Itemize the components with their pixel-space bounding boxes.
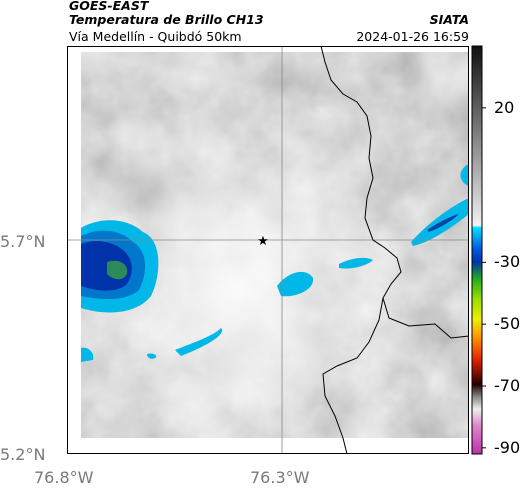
product-title: Temperatura de Brillo CH13 <box>69 12 264 27</box>
map-frame <box>67 46 469 454</box>
star-icon: ★ <box>257 234 269 249</box>
cold-cloud-west <box>81 220 159 313</box>
datetime-label: 2024-01-26 16:59 <box>356 29 469 44</box>
x-tick-76-8: 76.8°W <box>34 468 94 487</box>
y-tick-5-2: 5.2°N <box>0 445 46 464</box>
cold-cloud-edge <box>460 164 469 186</box>
region-label: Vía Medellín - Quibdó 50km <box>69 29 242 44</box>
cold-cloud-center <box>277 271 314 297</box>
colorbar-tick-label: -30 <box>494 252 521 272</box>
cold-cloud-south-3 <box>147 353 157 359</box>
satellite-map: ★ <box>67 46 469 454</box>
colorbar-gradient <box>471 45 483 455</box>
department-border <box>320 46 469 339</box>
agency-label: SIATA <box>429 12 469 27</box>
colorbar-tick-label: -90 <box>494 437 521 457</box>
colorbar-tick-label: -70 <box>494 376 521 395</box>
x-tick-76-3: 76.3°W <box>250 468 310 487</box>
cold-cloud-south-2 <box>81 347 94 362</box>
colorbar-tick-label: 20 <box>494 97 515 117</box>
cold-cloud-east-1 <box>339 257 373 269</box>
satellite-title: GOES-EAST <box>69 0 149 13</box>
colorbar <box>471 45 486 455</box>
y-tick-5-7: 5.7°N <box>0 232 46 251</box>
colorbar-ticks <box>482 107 486 449</box>
colorbar-tick-label: -50 <box>494 314 521 334</box>
cold-cloud-south-1 <box>175 328 223 356</box>
department-border-south <box>322 297 384 454</box>
cold-cloud-east-2 <box>411 198 469 246</box>
